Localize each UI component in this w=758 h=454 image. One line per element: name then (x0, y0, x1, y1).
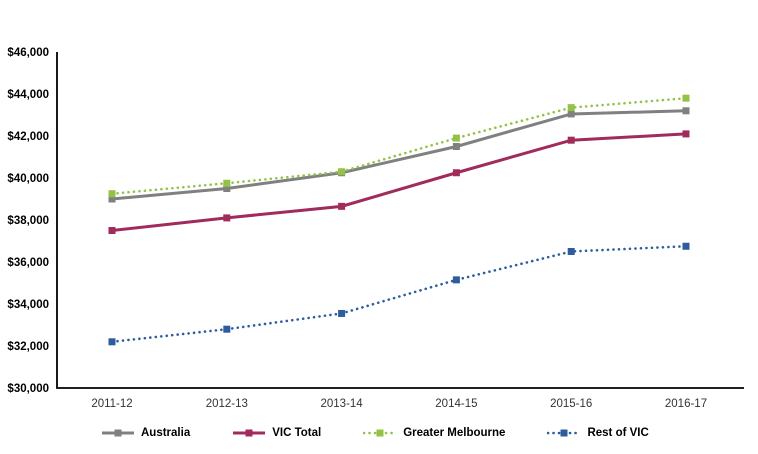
x-tick-label: 2014-15 (435, 398, 477, 410)
legend-swatch-australia (101, 427, 135, 439)
series-line-vic-total (111, 132, 687, 232)
series-marker-greater-melbourne (567, 104, 575, 112)
series-line-australia (111, 109, 687, 201)
legend-item-vic-total: VIC Total (232, 427, 321, 439)
series-marker-australia (108, 195, 116, 203)
x-tick-label: 2015-16 (550, 398, 592, 410)
legend-swatch-graphic (362, 429, 398, 437)
series-marker-rest-of-vic (452, 276, 460, 284)
series-marker-australia (223, 185, 231, 192)
series-marker-rest-of-vic (338, 309, 346, 317)
series-marker-greater-melbourne (338, 168, 346, 176)
series-marker-vic-total (452, 169, 460, 177)
legend-swatch-vic-total (232, 427, 266, 439)
series-marker-rest-of-vic (682, 242, 690, 250)
legend-swatch-graphic (102, 429, 134, 437)
series-marker-rest-of-vic (223, 325, 231, 333)
series-marker-vic-total (223, 214, 231, 222)
y-tick-label: $30,000 (7, 383, 49, 395)
plot-area: $30,000 $32,000 $34,000 $36,000 $38,000 $40,0… (7, 47, 744, 410)
series-marker-australia (452, 143, 460, 150)
y-tick-label: $40,000 (7, 173, 49, 185)
series-marker-greater-melbourne (223, 179, 231, 187)
series-marker-greater-melbourne (682, 94, 690, 102)
legend-label-rest-of-vic: Rest of VIC (587, 427, 649, 439)
series-marker-vic-total (338, 202, 346, 210)
legend-swatch-marker (376, 429, 384, 437)
legend-swatch-marker (114, 429, 122, 437)
y-tick-label: $44,000 (7, 89, 49, 101)
legend-swatch-rest-of-vic (547, 427, 582, 439)
legend-swatch-graphic (547, 429, 582, 437)
series-line-rest-of-vic (110, 244, 688, 344)
y-tick-label: $34,000 (7, 299, 49, 311)
legend-swatch-marker (560, 429, 568, 437)
series-line-greater-melbourne (110, 96, 688, 196)
legend-item-australia: Australia (101, 427, 190, 439)
legend: Australia VIC Total Greater Melbourne Re… (0, 421, 758, 445)
legend-item-greater-melbourne: Greater Melbourne (362, 427, 506, 439)
legend-swatch-marker (245, 429, 253, 437)
legend-label-greater-melbourne: Greater Melbourne (403, 427, 506, 439)
axis-lines (56, 52, 744, 389)
y-tick-label: $46,000 (7, 47, 49, 59)
series-marker-australia (682, 107, 690, 115)
legend-label-australia: Australia (141, 427, 191, 439)
series-marker-greater-melbourne (108, 190, 116, 198)
y-tick-label: $38,000 (7, 215, 49, 227)
series-marker-vic-total (682, 130, 690, 138)
legend-item-rest-of-vic: Rest of VIC (547, 427, 649, 439)
series-marker-vic-total (108, 227, 116, 234)
series-marker-australia (567, 110, 575, 118)
y-tick-label: $32,000 (7, 341, 49, 353)
plot-svg: $30,000 $32,000 $34,000 $36,000 $38,000 $40,0… (7, 47, 744, 410)
y-tick-label: $36,000 (7, 257, 49, 269)
y-tick-label: $42,000 (7, 131, 49, 143)
series-marker-greater-melbourne (452, 134, 460, 142)
x-tick-label: 2011-12 (91, 398, 132, 410)
series-marker-rest-of-vic (108, 338, 116, 346)
legend-label-vic-total: VIC Total (272, 427, 322, 439)
x-tick-label: 2016-17 (665, 398, 707, 410)
x-tick-label: 2013-14 (320, 398, 363, 410)
x-tick-label: 2012-13 (206, 398, 248, 410)
legend-swatch-greater-melbourne (362, 427, 398, 439)
series-marker-rest-of-vic (567, 248, 575, 255)
legend-swatch-graphic (233, 429, 266, 437)
series-marker-vic-total (567, 136, 575, 144)
